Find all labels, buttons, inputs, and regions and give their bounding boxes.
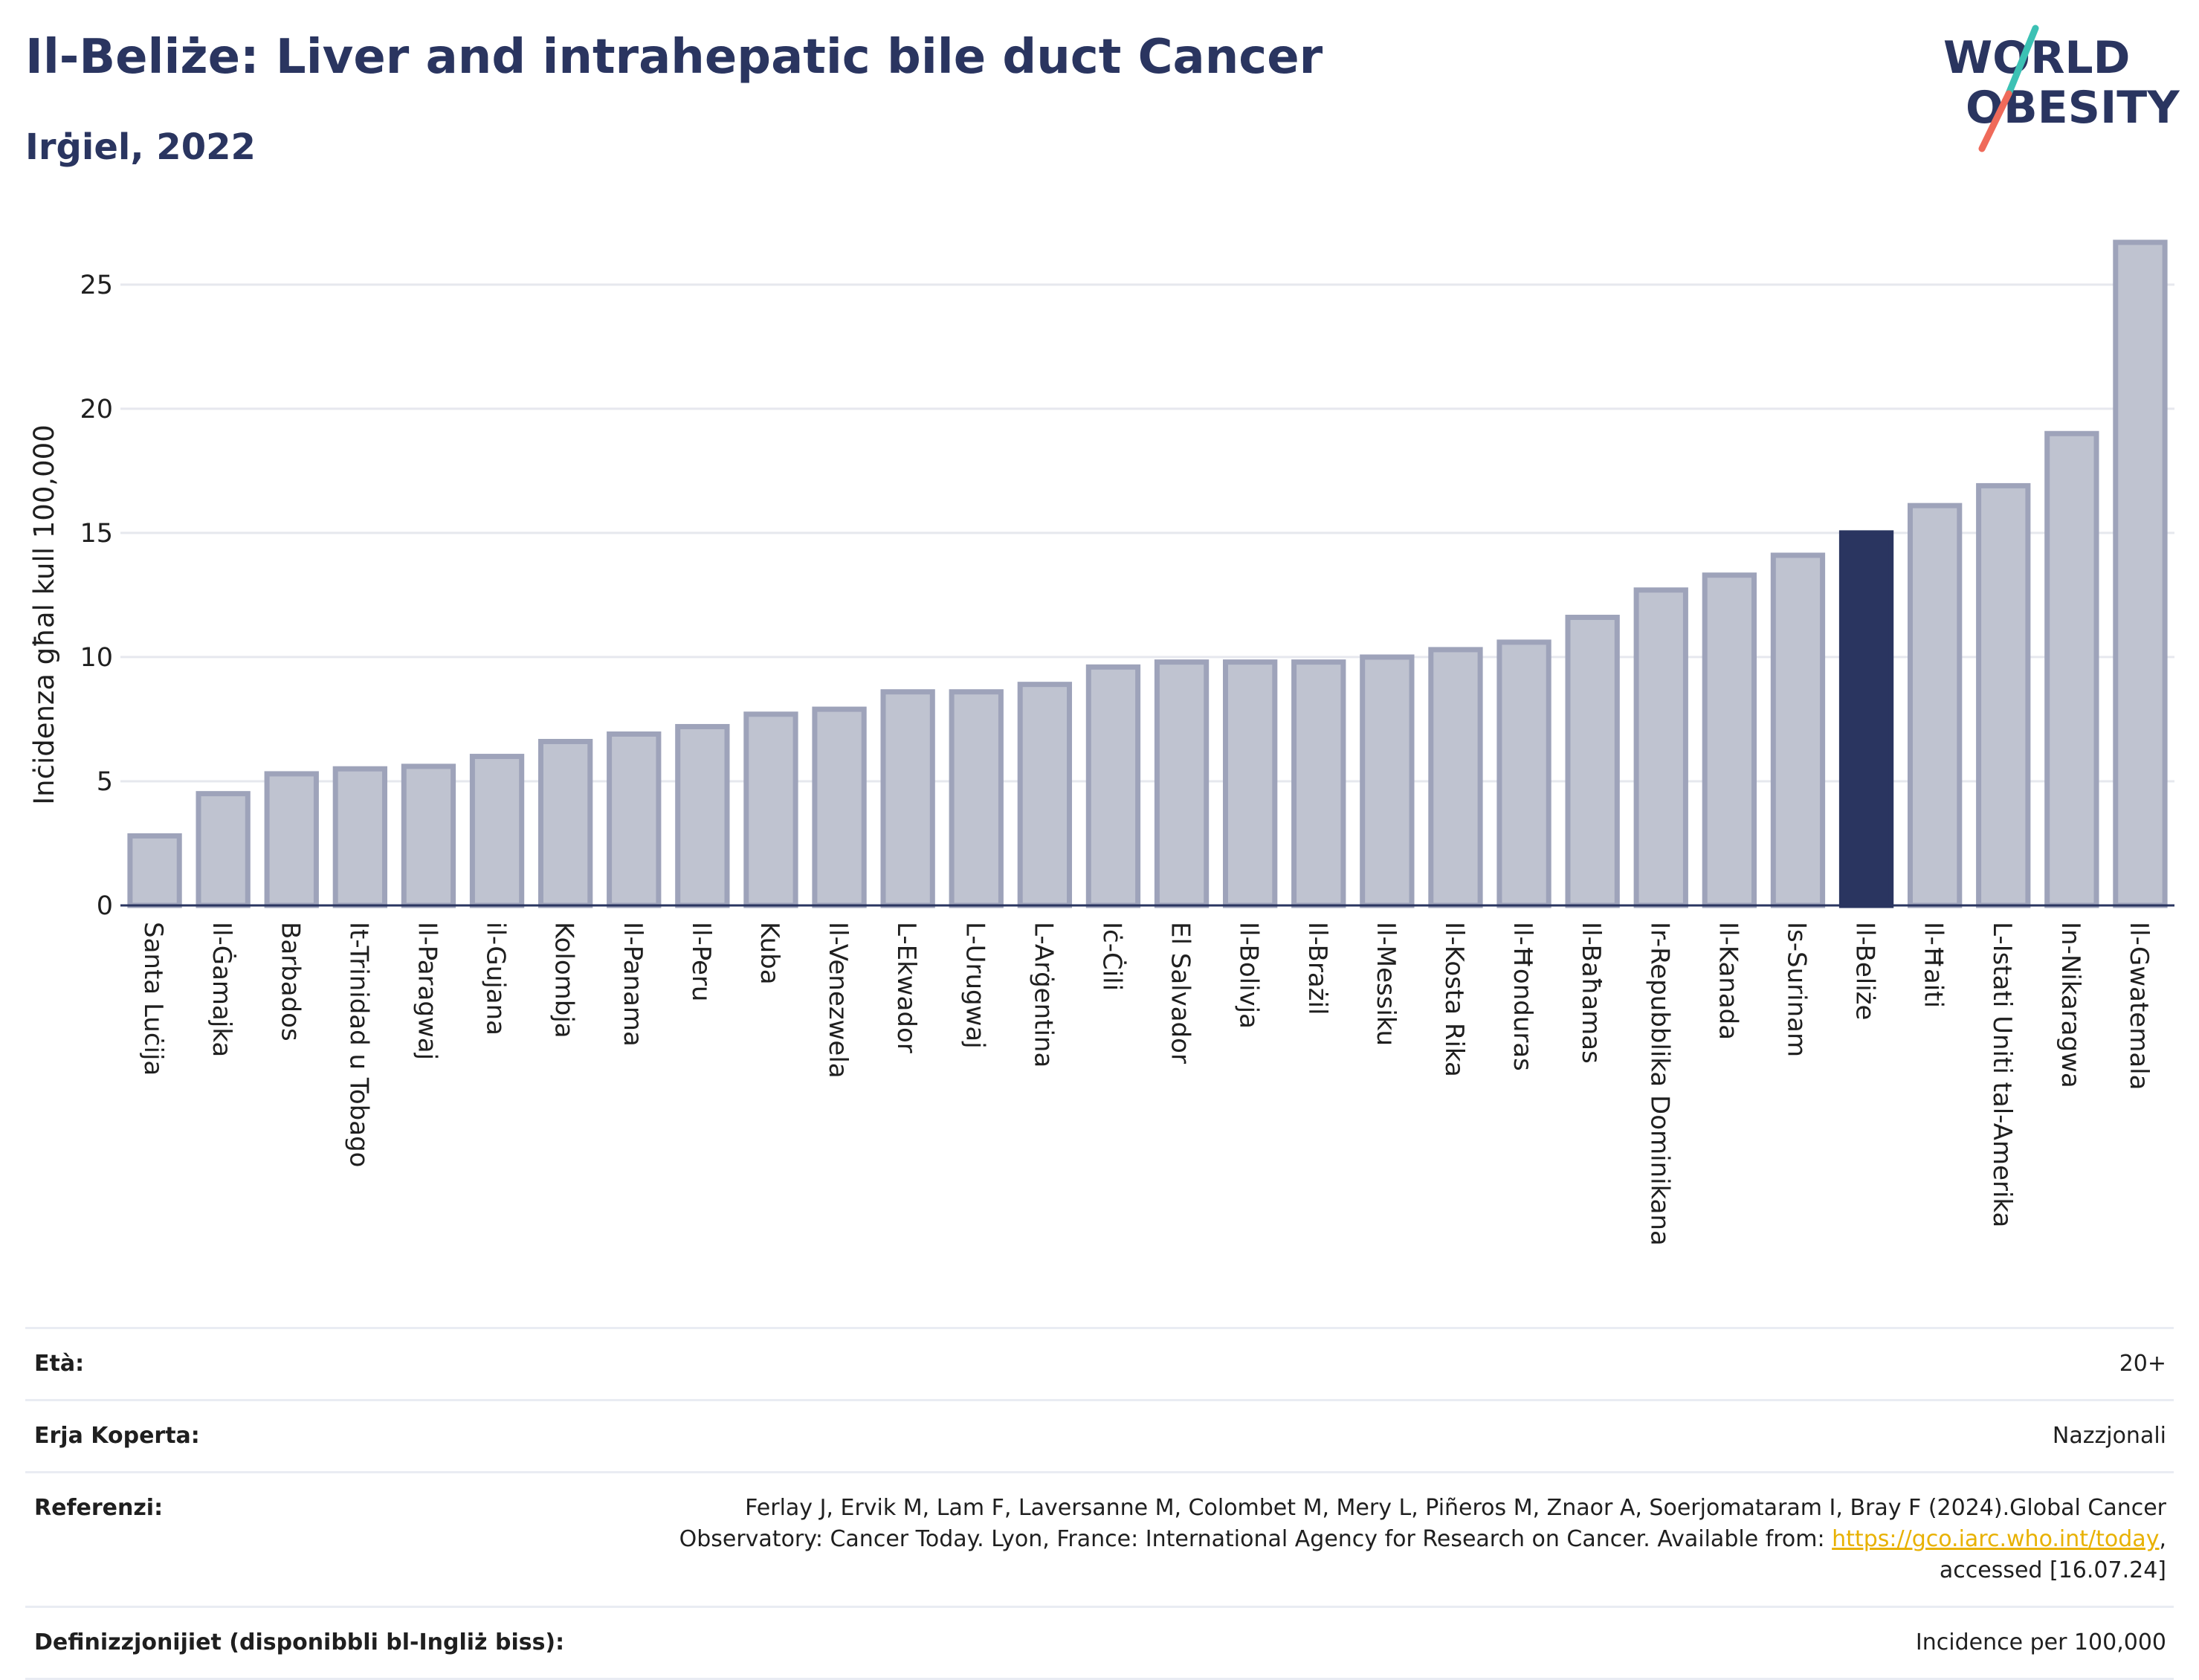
reference-line-3: accessed [16.07.24] <box>1939 1557 2166 1583</box>
bar <box>1907 503 1963 908</box>
bar <box>1017 682 1073 908</box>
reference-line-2: Observatory: Cancer Today. Lyon, France:… <box>679 1526 1832 1552</box>
definitions-label: Definizzjonijiet (disponibbli bl-Ingliż … <box>34 1629 565 1655</box>
y-tick-label: 0 <box>97 891 113 921</box>
bar <box>1154 659 1210 908</box>
bar <box>1976 482 2031 908</box>
reference-line-1: Ferlay J, Ervik M, Lam F, Laversanne M, … <box>745 1495 2166 1521</box>
x-tick-label: L-Urugwaj <box>960 922 989 1049</box>
bars <box>127 239 2168 908</box>
reference-line-2-end: , <box>2159 1526 2166 1552</box>
bar <box>196 791 251 908</box>
reference-link[interactable]: https://gco.iarc.who.int/today <box>1832 1526 2160 1552</box>
bar <box>401 763 456 908</box>
definitions-value: Incidence per 100,000 <box>1915 1629 2166 1655</box>
bar <box>1702 572 1757 908</box>
bar <box>1085 664 1141 908</box>
bar <box>1633 587 1688 908</box>
x-tick-label: il-Gujana <box>481 922 511 1036</box>
metadata-table: Età: 20+ Erja Koperta: Nazzjonali Refere… <box>25 1327 2174 1680</box>
y-tick-label: 15 <box>80 519 113 549</box>
x-tick-label: Il-Baħamas <box>1576 922 1606 1064</box>
logo-slash-top <box>2005 25 2039 97</box>
meta-row-age: Età: 20+ <box>25 1327 2174 1399</box>
y-tick-label: 25 <box>80 271 113 300</box>
x-tick-label: Il-Ħonduras <box>1508 922 1537 1071</box>
x-tick-label: Il-Ġamajka <box>207 922 237 1057</box>
y-tick-label: 5 <box>97 767 113 797</box>
area-label: Erja Koperta: <box>34 1423 200 1449</box>
x-tick-label: L-Istati Uniti tal-Amerika <box>1987 922 2017 1227</box>
grid-lines <box>120 283 2174 783</box>
x-tick-label: Il-Venezwela <box>823 922 853 1079</box>
bar <box>2113 239 2168 908</box>
bar <box>949 689 1004 908</box>
bar-highlighted <box>1838 530 1894 908</box>
logo-text-world: WORLD <box>1943 32 2130 84</box>
bar <box>537 739 593 908</box>
age-label: Età: <box>34 1351 85 1377</box>
bar <box>880 689 935 908</box>
world-obesity-logo: WORLD OBESITY <box>1943 25 2180 152</box>
y-tick-label: 10 <box>80 643 113 673</box>
x-tick-label: In-Nikaragwa <box>2056 922 2085 1088</box>
chart-subtitle: Irġiel, 2022 <box>25 126 256 168</box>
bar <box>332 766 388 908</box>
meta-row-references: Referenzi: Ferlay J, Ervik M, Lam F, Lav… <box>25 1471 2174 1606</box>
bar <box>1291 659 1346 908</box>
x-tick-label: It-Trinidad u Tobago <box>343 922 373 1167</box>
x-tick-label: Santa Luċija <box>138 922 168 1076</box>
references-label: Referenzi: <box>34 1495 164 1521</box>
bar <box>1360 654 1415 908</box>
references-value: Ferlay J, Ervik M, Lam F, Laversanne M, … <box>679 1493 2166 1586</box>
bar <box>743 711 798 908</box>
bar <box>1770 552 1826 908</box>
bar <box>607 731 662 908</box>
meta-row-definitions: Definizzjonijiet (disponibbli bl-Ingliż … <box>25 1606 2174 1680</box>
x-tick-label: Il-Beliże <box>1850 922 1880 1020</box>
x-tick-label: Il-Paragwaj <box>412 922 442 1060</box>
bar <box>469 754 525 908</box>
bar <box>1496 639 1551 908</box>
x-tick-label: Il-Gwatemala <box>2124 922 2154 1090</box>
logo-text-obesity: OBESITY <box>1966 82 2180 134</box>
x-tick-label: Il-Messiku <box>1371 922 1401 1046</box>
x-tick-label: L-Arġentina <box>1028 922 1058 1067</box>
x-tick-label: Barbados <box>275 922 305 1041</box>
x-tick-label: Kolombja <box>549 922 579 1038</box>
x-tick-label: Il-Peru <box>686 922 716 1001</box>
x-tick-label: L-Ekwador <box>891 922 921 1053</box>
x-tick-label: Il-Panama <box>618 922 648 1047</box>
bar <box>1428 647 1483 908</box>
logo-slash-bottom <box>1978 90 2012 152</box>
x-tick-label: El Salvador <box>1166 922 1195 1064</box>
x-tick-labels: Santa Luċija Il-Ġamajka Barbados It-Trinida… <box>138 922 2154 1246</box>
bar <box>812 706 867 908</box>
age-value: 20+ <box>2119 1351 2166 1377</box>
meta-row-area: Erja Koperta: Nazzjonali <box>25 1399 2174 1471</box>
bar-chart: 0 5 10 15 20 25 Santa Luċija Il-Ġamajka Barbado… <box>28 239 2174 1246</box>
bar <box>1565 614 1620 908</box>
bar <box>1222 659 1278 908</box>
bar <box>264 771 319 908</box>
area-value: Nazzjonali <box>2052 1423 2166 1449</box>
x-tick-label: Iċ-Ċili <box>1097 922 1127 991</box>
x-tick-label: Il-Brażil <box>1302 922 1332 1015</box>
bar <box>675 723 730 908</box>
bar <box>2044 430 2099 908</box>
chart-title: Il-Beliże: Liver and intrahepatic bile d… <box>25 30 1323 85</box>
y-axis-label: Inċidenza għal kull 100,000 <box>28 424 60 805</box>
y-tick-labels: 0 5 10 15 20 25 <box>80 271 113 921</box>
y-tick-label: 20 <box>80 395 113 424</box>
x-tick-label: Il-Ħaiti <box>1919 922 1948 1008</box>
x-tick-label: Ir-Repubblika Dominikana <box>1644 922 1674 1246</box>
x-tick-label: Il-Kosta Rika <box>1439 922 1469 1077</box>
x-tick-label: Il-Kanada <box>1713 922 1743 1040</box>
x-tick-label: Kuba <box>755 922 784 985</box>
bar <box>127 833 182 908</box>
x-tick-label: Il-Bolivja <box>1234 922 1264 1029</box>
x-tick-label: Is-Surinam <box>1781 922 1811 1057</box>
